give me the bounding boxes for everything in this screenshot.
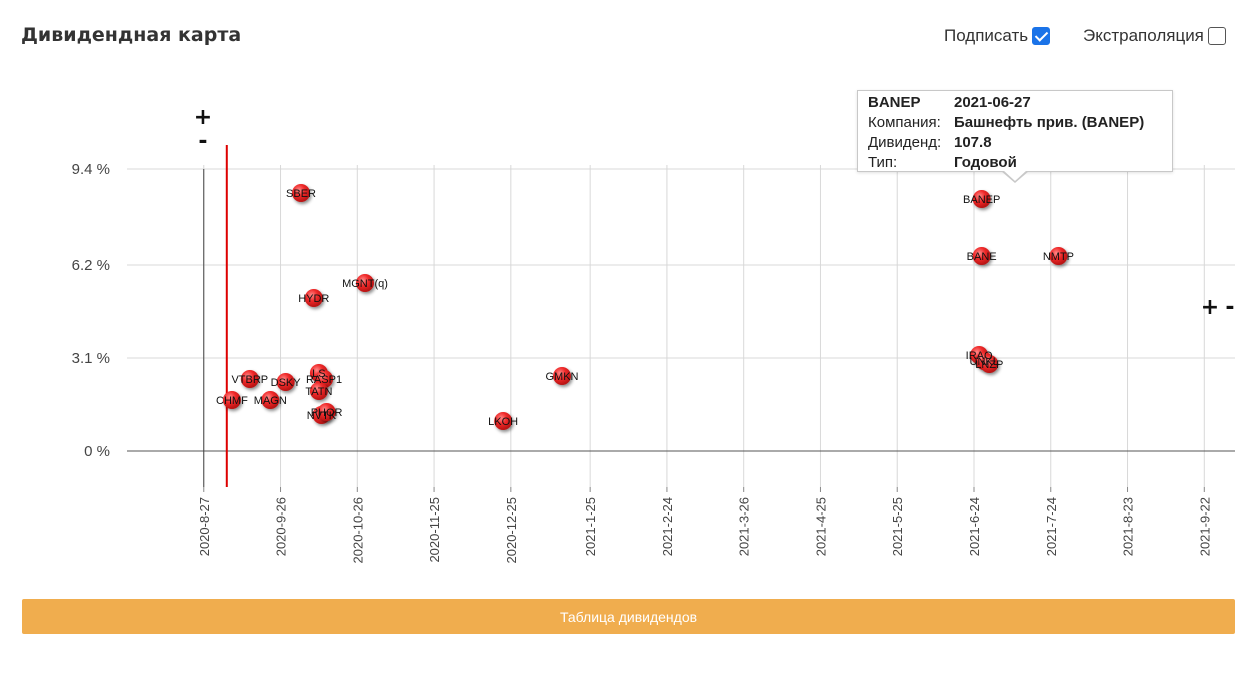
tooltip-dividend: 107.8 bbox=[954, 134, 992, 151]
point-label: PHOR bbox=[311, 407, 343, 419]
point-lkoh bbox=[494, 412, 513, 430]
sign-toggle[interactable]: Подписать bbox=[944, 26, 1051, 46]
tooltip-ticker: BANEP bbox=[868, 94, 921, 111]
tooltip-company: Башнефть прив. (BANEP) bbox=[954, 114, 1145, 131]
x-tick-label: 2021-9-22 bbox=[1197, 497, 1212, 556]
tooltip-date: 2021-06-27 bbox=[954, 94, 1031, 111]
x-tick-label: 2021-4-25 bbox=[813, 497, 828, 556]
point-label: CHMF bbox=[216, 395, 248, 407]
x-tick-label: 2021-3-26 bbox=[737, 497, 752, 556]
point-lnzp bbox=[980, 355, 999, 373]
point-label: LKOH bbox=[488, 416, 518, 428]
point-label: LS bbox=[312, 368, 325, 380]
y-tick-label: 6.2 % bbox=[72, 257, 110, 274]
extrapolation-checkbox[interactable] bbox=[1207, 27, 1226, 45]
x-tick-label: 2021-2-24 bbox=[660, 497, 675, 556]
point-label: VTBRP bbox=[231, 374, 268, 386]
extrapolation-label: Экстраполяция bbox=[1083, 26, 1204, 45]
point-phor bbox=[317, 403, 336, 421]
point-label: DSKY bbox=[271, 377, 302, 389]
y-tick-label: 0 % bbox=[84, 443, 110, 460]
zoom-y-out-icon[interactable]: - bbox=[198, 129, 207, 154]
point-label: GMKN bbox=[546, 371, 579, 383]
point-label: NVTK bbox=[307, 410, 337, 422]
point-label: RASP1 bbox=[306, 374, 342, 386]
point-bane bbox=[972, 247, 991, 265]
tooltip-type: Годовой bbox=[954, 154, 1017, 171]
page-title: Дивидендная карта bbox=[21, 24, 242, 46]
point-dsky bbox=[276, 373, 295, 391]
y-tick-label: 3.1 % bbox=[72, 350, 110, 367]
x-tick-label: 2021-7-24 bbox=[1044, 497, 1059, 556]
tooltip-type-label: Тип: bbox=[868, 154, 898, 171]
point-hydr bbox=[304, 289, 323, 307]
point-label: BANE bbox=[967, 251, 997, 263]
tooltip-dividend-label: Дивиденд: bbox=[868, 134, 942, 151]
point-label: MAGN bbox=[254, 395, 287, 407]
point-label: TATN bbox=[305, 386, 332, 398]
point-label: LNZP bbox=[975, 359, 1003, 371]
x-tick-label: 2020-12-25 bbox=[504, 497, 519, 564]
point-banep bbox=[972, 190, 991, 208]
grid bbox=[127, 165, 1235, 487]
point-chmf bbox=[222, 391, 241, 409]
point-tatn bbox=[309, 382, 328, 400]
point-nmtp bbox=[1049, 247, 1068, 265]
point-gmkn bbox=[553, 367, 572, 385]
x-tick-label: 2021-8-23 bbox=[1121, 497, 1136, 556]
point-label: UNKL bbox=[970, 356, 999, 368]
x-tick-label: 2021-6-24 bbox=[967, 497, 982, 556]
x-tick-label: 2021-5-25 bbox=[890, 497, 905, 556]
dividend-scatter-chart: 2020-8-27 2020-9-26 2020-10-26 2020-11-25 20… bbox=[72, 105, 1235, 564]
point-label: NMTP bbox=[1043, 251, 1074, 263]
point-label: BANEP bbox=[963, 194, 1000, 206]
point-mgntq bbox=[355, 274, 374, 292]
point-label: SBER bbox=[286, 188, 316, 200]
zoom-x-in-icon[interactable]: + bbox=[1201, 295, 1219, 320]
zoom-controls: +-+ - bbox=[194, 105, 1235, 320]
point-label: MGNT(q) bbox=[342, 278, 388, 290]
x-tick-label: 2020-11-25 bbox=[427, 497, 442, 563]
sign-checkbox[interactable] bbox=[1032, 27, 1051, 45]
tooltip-company-label: Компания: bbox=[868, 114, 941, 131]
extrapolation-toggle[interactable]: Экстраполяция bbox=[1083, 26, 1226, 46]
point-sber bbox=[292, 184, 311, 202]
chart-controls: Подписать Экстраполяция bbox=[0, 26, 1251, 50]
sign-label: Подписать bbox=[944, 26, 1029, 45]
dividend-table-button[interactable]: Таблица дивидендов bbox=[22, 599, 1235, 634]
x-tick-label: 2021-1-25 bbox=[583, 497, 598, 556]
zoom-x-out-icon[interactable]: - bbox=[1225, 295, 1234, 320]
point-label: IRAO bbox=[966, 350, 993, 362]
y-tick-label: 9.4 % bbox=[72, 161, 110, 178]
zoom-y-in-icon[interactable]: + bbox=[194, 105, 212, 130]
point-vtbrp bbox=[240, 370, 259, 388]
axes: 2020-8-27 2020-9-26 2020-10-26 2020-11-25 20… bbox=[72, 145, 1212, 564]
point-magn bbox=[261, 391, 280, 409]
x-tick-label: 2020-9-26 bbox=[274, 497, 289, 556]
x-tick-label: 2020-8-27 bbox=[197, 497, 212, 556]
point-label: HYDR bbox=[298, 293, 329, 305]
x-tick-label: 2020-10-26 bbox=[350, 497, 365, 564]
point-tooltip: BANEP 2021-06-27 Компания: Башнефть прив… bbox=[857, 90, 1173, 183]
